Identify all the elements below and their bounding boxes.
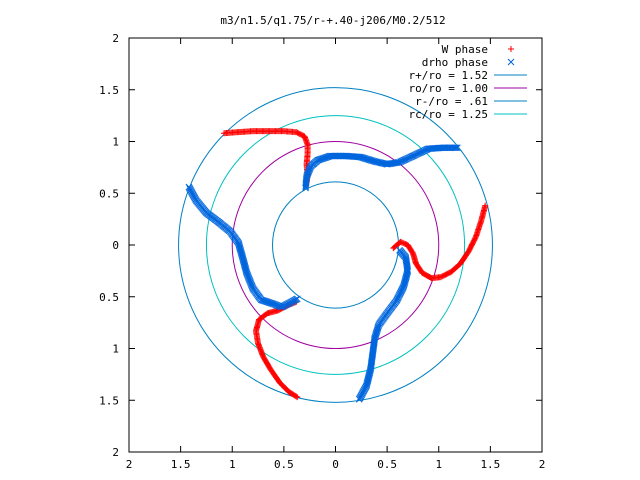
circle-r-1_52 xyxy=(178,87,493,403)
trail-marker xyxy=(372,331,380,338)
x-tick-label: 1 xyxy=(435,458,442,471)
series-W-phase xyxy=(220,128,489,401)
trail-marker xyxy=(391,244,398,251)
trail-marker xyxy=(364,155,371,163)
circle-r-1_25 xyxy=(205,115,466,375)
x-tick-label: 1.5 xyxy=(171,458,191,471)
trail-marker xyxy=(271,301,279,308)
x-tick-label: 0.5 xyxy=(377,458,397,471)
circle-r-0_61 xyxy=(272,181,399,309)
trail-marker xyxy=(363,381,371,388)
y-tick-label: 2 xyxy=(112,446,119,459)
y-tick-label: 1.5 xyxy=(99,84,119,97)
chart-title: m3/n1.5/q1.75/r-+.40-j206/M0.2/512 xyxy=(220,14,445,27)
y-tick-label: 0.5 xyxy=(99,187,119,200)
legend-label: drho phase xyxy=(422,56,488,69)
y-tick-label: 1.5 xyxy=(99,394,119,407)
trail-marker xyxy=(273,301,281,309)
trail-marker xyxy=(400,281,408,289)
x-tick-label: 2 xyxy=(539,458,546,471)
x-tick-label: 1 xyxy=(229,458,236,471)
y-tick-label: 0 xyxy=(112,239,119,252)
y-tick-label: 0.5 xyxy=(99,291,119,304)
data-point xyxy=(390,245,397,252)
trail-marker xyxy=(374,323,382,331)
data-point xyxy=(270,300,277,308)
trail-marker xyxy=(374,326,381,333)
trail-marker xyxy=(375,322,382,330)
trail-marker xyxy=(366,156,374,164)
y-tick-label: 1 xyxy=(112,136,119,149)
trail-marker xyxy=(365,156,373,164)
trail-marker xyxy=(394,159,402,166)
trail-marker xyxy=(372,329,380,337)
data-point xyxy=(356,153,364,161)
x-tick-label: 2 xyxy=(126,458,133,471)
trail-marker xyxy=(360,154,368,162)
trail-marker xyxy=(269,300,276,307)
legend-marker xyxy=(508,46,514,52)
x-tick-label: 0.5 xyxy=(274,458,294,471)
trail-marker xyxy=(359,154,367,162)
trail-marker xyxy=(243,268,250,276)
series-drho-phase xyxy=(185,144,461,403)
legend-label: ro/ro = 1.00 xyxy=(409,82,488,95)
data-series xyxy=(185,128,489,403)
x-tick-label: 0 xyxy=(332,458,339,471)
trail-marker xyxy=(451,144,459,152)
legend-label: rc/ro = 1.25 xyxy=(409,108,488,121)
axis-ticks: 2 1.5 1 0.5 0 0.5 1 1.5 221.510.500.511.52 xyxy=(99,32,545,471)
trail-marker xyxy=(373,327,381,335)
data-point xyxy=(293,295,301,303)
trail-marker xyxy=(358,154,365,161)
trail-marker xyxy=(272,301,280,309)
legend-label: W phase xyxy=(442,43,488,56)
trail-marker xyxy=(363,155,370,163)
data-point xyxy=(375,321,383,329)
legend-label: r-/ro = .61 xyxy=(415,95,488,108)
data-point xyxy=(355,395,363,403)
x-tick-label: 1.5 xyxy=(480,458,500,471)
trail-marker xyxy=(452,144,460,152)
trail-marker xyxy=(361,155,369,162)
y-tick-label: 2 xyxy=(112,32,119,45)
legend-label: r+/ro = 1.52 xyxy=(409,69,488,82)
y-tick-label: 1 xyxy=(112,343,119,356)
trail-marker xyxy=(374,325,382,332)
legend-marker xyxy=(507,58,515,66)
circle-r-1 xyxy=(231,141,440,349)
data-point xyxy=(453,144,461,152)
trail-marker xyxy=(373,328,380,336)
